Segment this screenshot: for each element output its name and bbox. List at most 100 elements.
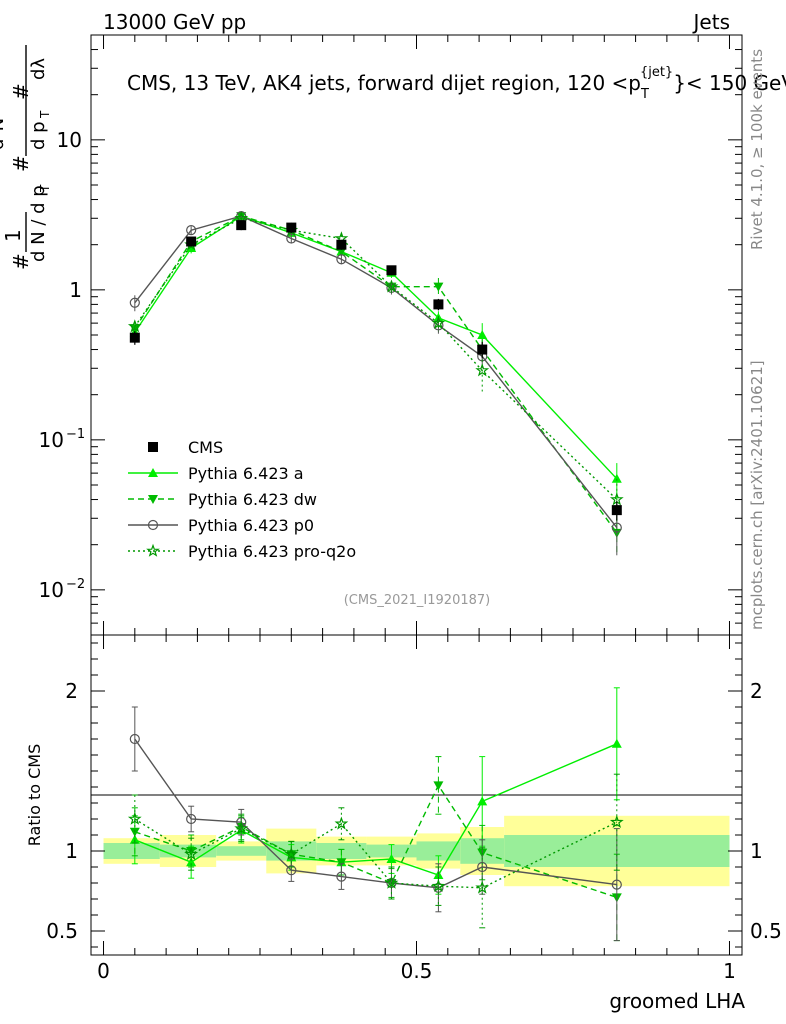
energy-label: 13000 GeV pp bbox=[103, 10, 246, 34]
legend-label: Pythia 6.423 a bbox=[188, 464, 304, 483]
ratio-pythia-6-423-pro-q2o bbox=[127, 773, 624, 929]
y-tick-label-ratio-right: 2 bbox=[750, 679, 763, 703]
ratio-series-layer bbox=[127, 687, 624, 942]
legend-item: Pythia 6.423 a bbox=[128, 464, 304, 483]
data-point bbox=[286, 865, 297, 876]
legend-item: Pythia 6.423 dw bbox=[128, 490, 317, 509]
data-point bbox=[186, 813, 197, 825]
series-line bbox=[134, 215, 618, 534]
y-tick-label-ratio-right: 1 bbox=[750, 839, 763, 863]
svg-text:1: 1 bbox=[1, 229, 25, 242]
data-point bbox=[477, 344, 488, 355]
data-point bbox=[609, 814, 624, 829]
ratio-uncertainty-bands bbox=[103, 815, 730, 887]
data-point bbox=[184, 846, 199, 861]
data-point bbox=[186, 847, 197, 856]
y-tick-label-ratio-right: 0.5 bbox=[750, 919, 782, 943]
data-point bbox=[433, 781, 444, 791]
data-point bbox=[336, 239, 347, 250]
data-point bbox=[475, 363, 490, 377]
rivet-label: Rivet 4.1.0, ≥ 100k events bbox=[748, 49, 766, 250]
data-point bbox=[148, 442, 158, 452]
data-point bbox=[611, 473, 622, 483]
data-point bbox=[477, 861, 488, 873]
x-tick-label: 0 bbox=[97, 959, 110, 983]
legend-item: Pythia 6.423 pro-q2o bbox=[128, 542, 356, 561]
data-point bbox=[336, 871, 347, 882]
ratio-line bbox=[134, 818, 618, 889]
svg-text:d²N: d²N bbox=[0, 118, 8, 150]
series-line bbox=[134, 217, 618, 501]
svg-text:T: T bbox=[38, 110, 52, 119]
data-point bbox=[148, 468, 158, 477]
title-text: CMS, 13 TeV, AK4 jets, forward dijet reg… bbox=[127, 65, 786, 102]
y-tick-label-ratio: 2 bbox=[65, 679, 78, 703]
svg-text:#: # bbox=[9, 155, 33, 172]
y-tick-label-exp: −2 bbox=[66, 577, 85, 592]
svg-text:T: T bbox=[38, 184, 52, 193]
data-point bbox=[611, 505, 622, 516]
series-cms bbox=[129, 220, 622, 521]
y-tick-label-main: 10 bbox=[39, 578, 64, 602]
plot-title: CMS, 13 TeV, AK4 jets, forward dijet reg… bbox=[127, 65, 786, 102]
legend-label: Pythia 6.423 pro-q2o bbox=[188, 542, 356, 561]
y-tick-label-exp: −1 bbox=[66, 427, 85, 442]
x-tick-label: 1 bbox=[723, 959, 736, 983]
data-point bbox=[286, 233, 297, 244]
data-point bbox=[431, 878, 446, 893]
data-point bbox=[433, 282, 444, 292]
data-point bbox=[384, 875, 399, 889]
data-point bbox=[284, 846, 299, 861]
data-point bbox=[431, 315, 446, 330]
data-point bbox=[611, 879, 622, 890]
data-point bbox=[234, 821, 249, 835]
band-stat bbox=[103, 843, 160, 859]
x-axis-label: groomed LHA bbox=[609, 989, 745, 1013]
y-tick-label-main: 10 bbox=[39, 428, 64, 452]
data-point bbox=[386, 265, 397, 276]
y-axis-label-ratio: Ratio to CMS bbox=[25, 744, 44, 846]
data-point bbox=[236, 220, 247, 231]
data-point bbox=[129, 827, 140, 837]
svg-text:#: # bbox=[9, 253, 33, 270]
data-point bbox=[129, 733, 140, 745]
data-point bbox=[477, 330, 488, 339]
legend-label: CMS bbox=[188, 438, 223, 457]
data-point bbox=[147, 519, 159, 531]
data-point bbox=[286, 222, 297, 233]
legend-label: Pythia 6.423 dw bbox=[188, 490, 317, 509]
data-point bbox=[127, 319, 142, 333]
data-point bbox=[186, 225, 197, 236]
data-point bbox=[433, 320, 444, 331]
legend-item: CMS bbox=[148, 438, 223, 457]
y-axis-label-main: # 1 d N / d p T # d²N d p T # dλ bbox=[0, 45, 52, 270]
data-point bbox=[384, 279, 399, 293]
data-point bbox=[146, 543, 160, 557]
svg-text:d p: d p bbox=[28, 121, 49, 150]
y-tick-label-ratio: 0.5 bbox=[46, 919, 78, 943]
data-point bbox=[386, 854, 397, 863]
data-point bbox=[148, 495, 158, 504]
data-point bbox=[129, 297, 140, 308]
data-point bbox=[433, 299, 444, 310]
jets-label: Jets bbox=[692, 10, 730, 34]
band-stat bbox=[159, 844, 217, 858]
analysis-tag: (CMS_2021_I1920187) bbox=[344, 593, 491, 608]
data-point bbox=[611, 522, 622, 533]
data-point bbox=[186, 857, 197, 867]
data-point bbox=[334, 816, 349, 830]
main-series-layer bbox=[127, 211, 624, 556]
y-tick-label-main: 1 bbox=[69, 278, 82, 302]
data-point bbox=[611, 738, 622, 748]
legend: CMS Pythia 6.423 a Pythia 6.423 dw Pythia 6… bbox=[128, 438, 356, 561]
data-point bbox=[336, 254, 347, 265]
svg-text:d N / d p: d N / d p bbox=[28, 185, 49, 262]
data-point bbox=[186, 236, 197, 247]
data-point bbox=[477, 796, 488, 806]
site-label: mcplots.cern.ch [arXiv:2401.10621] bbox=[748, 360, 766, 630]
y-tick-label-main: 10 bbox=[57, 128, 82, 152]
data-point bbox=[336, 247, 347, 257]
band-stat bbox=[216, 846, 267, 856]
